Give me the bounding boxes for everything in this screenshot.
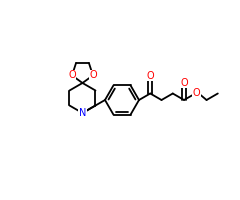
Text: O: O [68,70,76,80]
Text: O: O [146,71,154,81]
Text: N: N [79,108,86,118]
Text: O: O [89,70,97,80]
Text: O: O [180,77,188,88]
Text: O: O [193,88,201,98]
